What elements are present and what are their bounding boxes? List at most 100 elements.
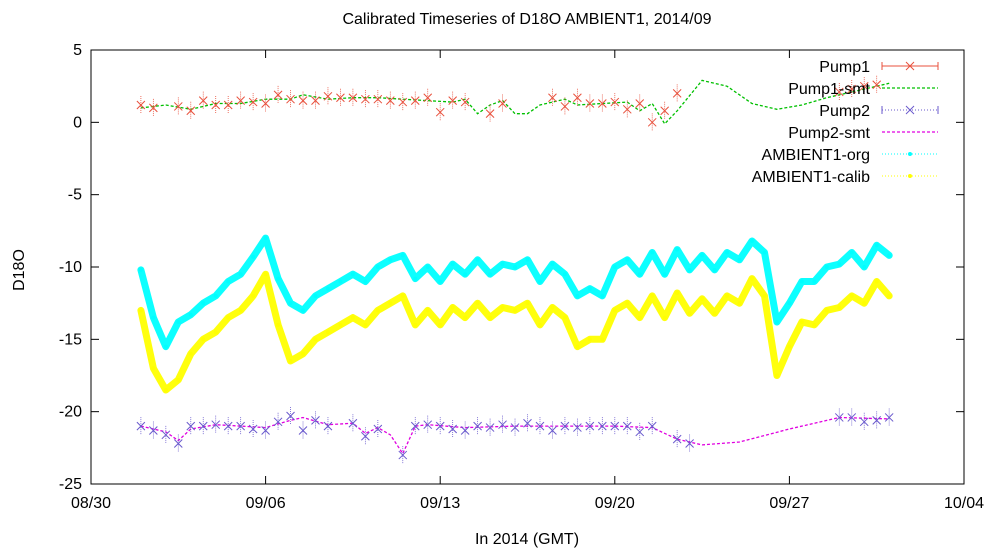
data-point	[425, 265, 430, 269]
data-point	[799, 279, 804, 284]
data-point	[298, 91, 308, 110]
x-marker	[460, 97, 470, 107]
data-point	[375, 265, 380, 269]
x-marker	[423, 93, 433, 103]
x-marker	[273, 417, 283, 427]
legend-entry: AMBIENT1-org	[762, 147, 938, 164]
x-marker	[186, 421, 196, 431]
x-marker	[884, 413, 894, 422]
data-point	[600, 293, 605, 298]
legend-marker	[908, 152, 912, 156]
data-point	[413, 322, 418, 327]
series-pump1	[136, 75, 882, 132]
x-marker	[435, 421, 445, 431]
data-point	[363, 279, 368, 284]
x-marker	[585, 421, 595, 431]
data-point	[500, 305, 505, 310]
x-tick-label: 10/04	[944, 495, 984, 512]
data-point	[273, 85, 283, 104]
data-point	[198, 91, 208, 110]
data-point	[749, 238, 754, 243]
x-marker	[273, 90, 283, 100]
x-marker	[298, 96, 308, 105]
legend: Pump1 Pump1-smt Pump2 Pump2-smt AMBIENT1-org…	[752, 59, 939, 186]
x-marker	[385, 96, 395, 105]
data-point	[485, 418, 495, 437]
x-marker	[323, 91, 333, 101]
data-point	[188, 351, 193, 356]
data-point	[213, 293, 218, 298]
data-point	[425, 308, 430, 313]
data-point	[138, 267, 143, 272]
data-point	[625, 257, 630, 262]
data-point	[450, 262, 455, 267]
data-point	[597, 417, 607, 436]
legend-marker	[908, 174, 912, 178]
data-point	[413, 276, 418, 281]
x-tick-label: 09/06	[246, 495, 286, 512]
x-tick-label: 08/30	[71, 495, 111, 512]
x-marker	[597, 421, 607, 431]
data-point	[463, 315, 468, 320]
data-point	[301, 308, 306, 313]
data-point	[560, 417, 570, 436]
data-point	[400, 253, 405, 258]
data-point	[488, 315, 493, 320]
x-marker	[672, 434, 682, 444]
data-point	[261, 421, 270, 440]
x-marker	[361, 431, 370, 441]
data-point	[236, 91, 246, 110]
plot-area	[136, 75, 894, 465]
data-point	[163, 387, 168, 392]
x-marker	[261, 426, 270, 435]
legend-entry: Pump2-smt	[788, 125, 938, 142]
x-marker	[336, 93, 345, 103]
data-point	[136, 417, 146, 436]
x-marker	[859, 417, 869, 427]
data-point	[675, 291, 680, 296]
data-point	[548, 421, 557, 440]
data-point	[176, 319, 181, 324]
x-marker	[872, 415, 882, 425]
x-marker	[560, 102, 570, 111]
x-marker	[834, 87, 844, 97]
data-point	[400, 293, 405, 298]
x-marker	[660, 106, 670, 116]
data-point	[373, 90, 383, 109]
data-point	[622, 100, 632, 119]
x-marker	[311, 96, 320, 105]
x-tick-label: 09/20	[595, 495, 635, 512]
data-point	[161, 425, 171, 444]
x-marker	[261, 99, 270, 108]
data-point	[573, 88, 582, 107]
data-point	[261, 94, 270, 113]
data-point	[388, 257, 393, 262]
data-point	[662, 272, 667, 277]
data-point	[460, 93, 470, 112]
legend-marker	[905, 105, 915, 115]
data-point	[338, 279, 343, 284]
data-point	[276, 322, 281, 327]
data-point	[597, 94, 607, 113]
data-point	[550, 305, 555, 310]
x-marker	[236, 421, 246, 431]
data-point	[874, 243, 879, 248]
data-point	[762, 293, 767, 298]
data-point	[348, 88, 358, 107]
x-marker	[248, 424, 258, 434]
x-marker	[473, 421, 482, 431]
data-point	[361, 90, 370, 109]
x-axis-label: In 2014 (GMT)	[475, 531, 579, 548]
data-point	[859, 412, 869, 431]
data-point	[375, 308, 380, 313]
data-point	[450, 305, 455, 310]
data-point	[762, 250, 767, 255]
data-point	[637, 315, 642, 320]
data-point	[325, 286, 330, 291]
data-point	[223, 95, 233, 114]
data-point	[435, 417, 445, 436]
x-marker	[410, 421, 420, 431]
data-point	[575, 344, 580, 349]
data-point	[513, 265, 518, 269]
data-point	[887, 293, 892, 298]
